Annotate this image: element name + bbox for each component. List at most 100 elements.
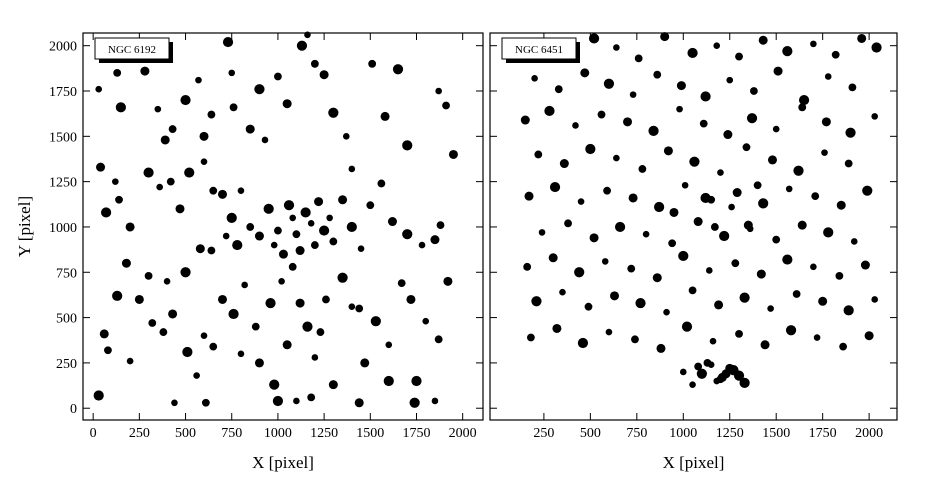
star (246, 223, 255, 231)
star (743, 220, 753, 230)
y-axis-label: Y [pixel] (15, 196, 34, 257)
star (93, 390, 104, 401)
star (115, 195, 123, 204)
x-tick-label: 1500 (762, 426, 790, 441)
star (448, 149, 458, 159)
star (793, 165, 804, 176)
star (397, 279, 406, 288)
star (538, 229, 546, 236)
star (237, 187, 245, 195)
y-tick-label: 1750 (49, 85, 77, 100)
star (821, 117, 831, 127)
star (526, 333, 535, 342)
star (577, 337, 589, 349)
star (871, 42, 882, 53)
star (180, 94, 191, 106)
star (228, 308, 239, 320)
x-tick-label: 1000 (669, 426, 697, 441)
y-tick-label: 500 (56, 312, 77, 327)
star (156, 183, 163, 191)
x-tick-label: 1250 (716, 426, 744, 441)
x-tick-label: 500 (580, 426, 601, 441)
star (288, 262, 297, 271)
star (717, 169, 724, 176)
star (319, 70, 329, 80)
star (597, 110, 606, 119)
star (96, 162, 106, 172)
star (209, 186, 218, 195)
star (689, 156, 700, 167)
star (283, 200, 295, 211)
star (857, 33, 867, 43)
star (652, 273, 662, 283)
star (577, 198, 585, 205)
star (746, 113, 758, 124)
star (756, 269, 766, 279)
star (726, 76, 734, 84)
star (681, 321, 693, 332)
star (270, 241, 278, 249)
star (193, 372, 200, 379)
star (125, 222, 135, 232)
star (635, 297, 646, 309)
star (721, 369, 731, 379)
star (302, 321, 313, 332)
star (589, 233, 599, 243)
star (845, 127, 856, 138)
star (310, 59, 319, 68)
star (207, 110, 216, 119)
x-tick-label: 250 (533, 426, 554, 441)
star (126, 357, 134, 365)
star (435, 87, 442, 95)
star (811, 192, 820, 201)
star (638, 165, 647, 173)
star (430, 235, 440, 245)
star (144, 271, 153, 280)
star (679, 368, 687, 376)
star (295, 298, 305, 308)
star (245, 124, 255, 134)
x-tick-label: 2000 (449, 426, 477, 441)
star (148, 319, 157, 327)
y-tick-label: 2000 (49, 40, 77, 55)
star (292, 230, 301, 239)
star (739, 292, 750, 303)
star (418, 241, 426, 249)
star (329, 237, 338, 246)
star (112, 178, 119, 185)
star (654, 201, 665, 213)
star (387, 217, 397, 227)
x-axis-label: X [pixel] (252, 453, 314, 472)
star (735, 329, 743, 338)
star (272, 395, 284, 407)
star (295, 246, 305, 256)
x-tick-label: 750 (221, 426, 242, 441)
star (431, 397, 439, 405)
star (821, 149, 828, 156)
star (839, 342, 848, 351)
star (731, 259, 740, 268)
star (113, 68, 122, 77)
star (818, 296, 828, 306)
star (642, 230, 650, 238)
star (601, 258, 609, 265)
star (767, 305, 774, 312)
star (653, 70, 662, 79)
star (289, 214, 296, 222)
star (261, 136, 269, 144)
star (531, 296, 542, 307)
star (370, 316, 381, 327)
star (182, 346, 193, 358)
star (660, 32, 670, 42)
star (307, 220, 315, 227)
star (798, 94, 810, 106)
y-tick-label: 1500 (49, 130, 77, 145)
star (254, 84, 265, 95)
star (663, 308, 670, 316)
star (831, 50, 840, 59)
star (99, 329, 109, 339)
star (368, 59, 377, 68)
star (549, 181, 561, 193)
star (688, 286, 697, 295)
star (200, 332, 208, 340)
